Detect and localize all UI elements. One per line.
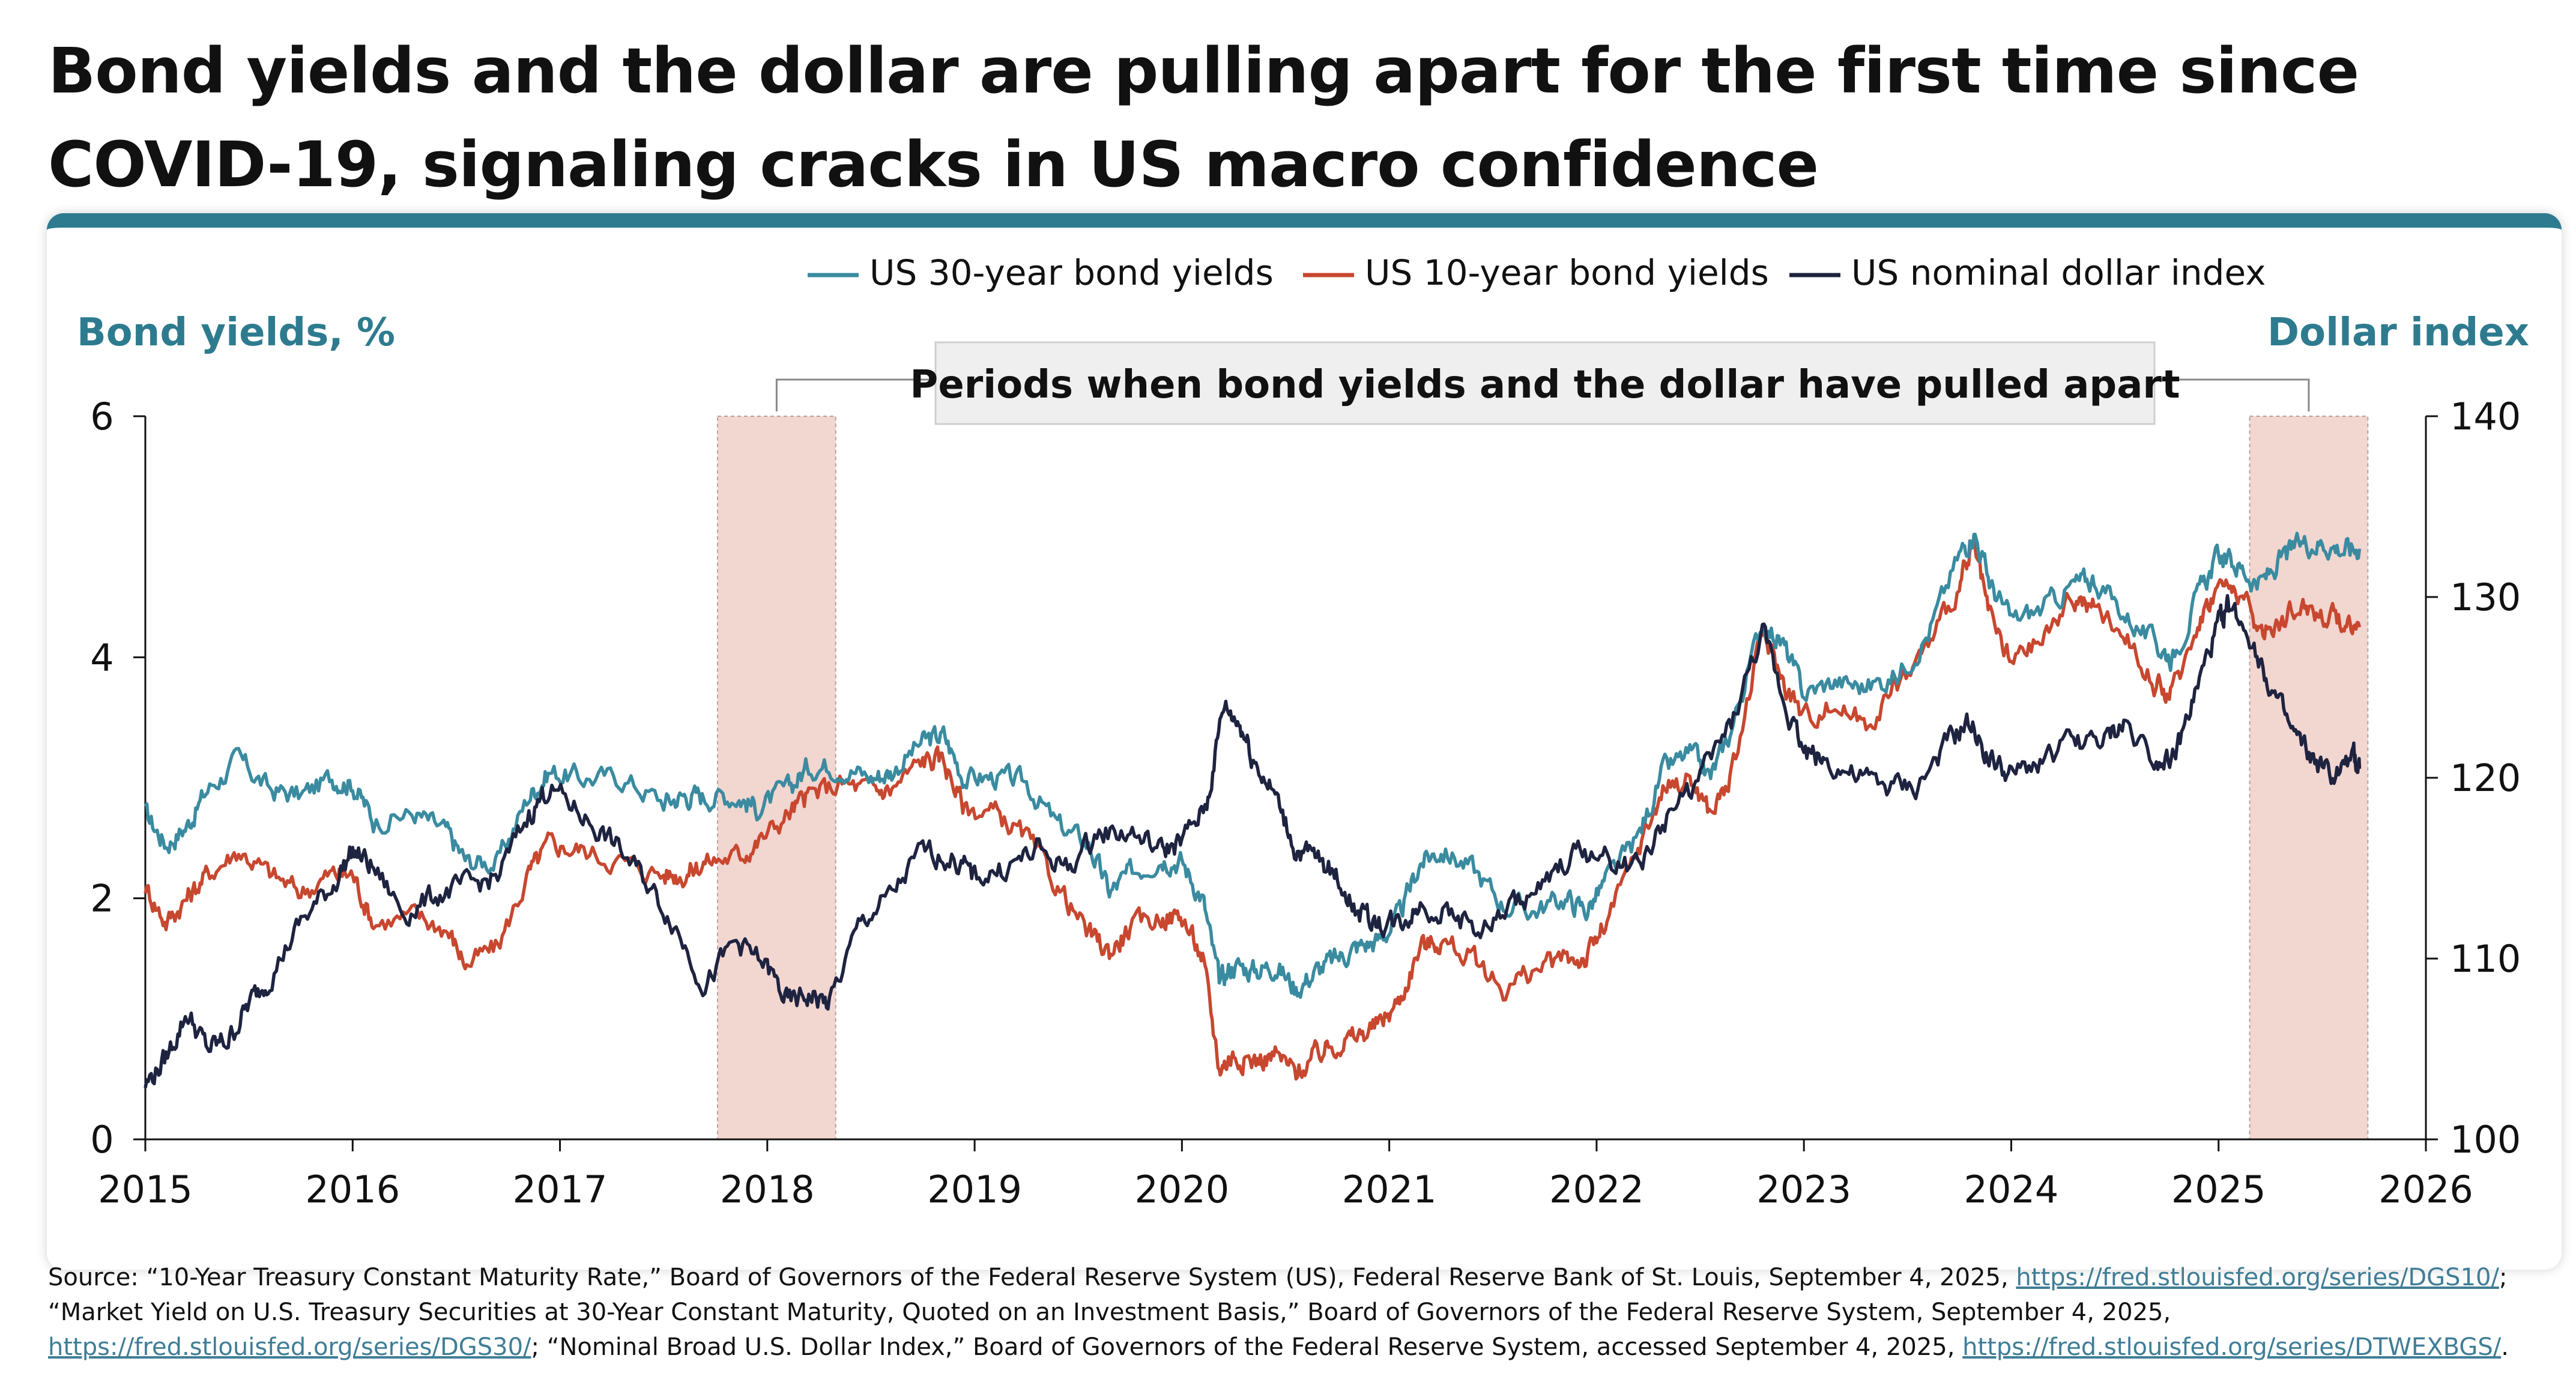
source-text-4: ; “Nominal Broad U.S. Dollar Index,” Boa… xyxy=(531,1333,1963,1361)
annotation-bracket xyxy=(775,378,2310,411)
x-tick-label: 2023 xyxy=(1756,1168,1851,1211)
legend-label-dollar: US nominal dollar index xyxy=(1851,252,2266,293)
x-tick-label: 2024 xyxy=(1964,1168,2059,1211)
shaded-period-2 xyxy=(2249,416,2369,1140)
x-tick-label: 2021 xyxy=(1342,1168,1437,1211)
left-tick-label: 0 xyxy=(90,1118,113,1162)
series-line-30y xyxy=(144,532,2362,999)
source-link-dgs10[interactable]: https://fred.stlouisfed.org/series/DGS10… xyxy=(2016,1264,2499,1291)
x-tick-label: 2026 xyxy=(2378,1168,2473,1211)
left-axis-title: Bond yields, % xyxy=(77,311,395,355)
right-tick-label: 100 xyxy=(2450,1118,2521,1162)
right-tick-label: 120 xyxy=(2450,756,2521,800)
chart-svg: US 30-year bond yields US 10-year bond y… xyxy=(77,252,2529,1211)
source-text-5: . xyxy=(2501,1333,2509,1361)
series-lines xyxy=(144,532,2362,1088)
left-tick-label: 2 xyxy=(90,877,113,921)
right-tick-label: 140 xyxy=(2450,395,2521,438)
legend: US 30-year bond yields US 10-year bond y… xyxy=(808,252,2266,293)
chart-title: Bond yields and the dollar are pulling a… xyxy=(48,34,2359,201)
source-text-3: “Market Yield on U.S. Treasury Securitie… xyxy=(48,1299,2171,1326)
left-tick-label: 4 xyxy=(90,635,113,679)
shaded-periods xyxy=(716,416,2369,1140)
axes: 0 2 4 6 100 110 120 130 140 2015 2016 2017 2018 2019 2… xyxy=(90,395,2521,1211)
series-line-10y xyxy=(144,538,2362,1081)
shaded-period-1 xyxy=(716,416,836,1140)
annotation-box xyxy=(934,341,2156,425)
source-link-dtwexbgs[interactable]: https://fred.stlouisfed.org/series/DTWEX… xyxy=(1962,1333,2502,1361)
series-line-dollar xyxy=(144,594,2362,1088)
x-tick-label: 2019 xyxy=(927,1168,1022,1211)
x-tick-label: 2020 xyxy=(1134,1168,1229,1211)
right-tick-label: 130 xyxy=(2450,575,2521,619)
x-tick-label: 2017 xyxy=(513,1168,608,1211)
x-tick-label: 2016 xyxy=(305,1168,400,1211)
x-tick-label: 2022 xyxy=(1549,1168,1644,1211)
source-text-2: ; xyxy=(2499,1264,2508,1291)
x-tick-label: 2025 xyxy=(2171,1168,2266,1211)
annotation-text: Periods when bond yields and the dollar … xyxy=(910,363,2180,407)
x-tick-label: 2015 xyxy=(98,1168,193,1211)
source-text-1: Source: “10-Year Treasury Constant Matur… xyxy=(48,1264,2016,1291)
source-note: Source: “10-Year Treasury Constant Matur… xyxy=(48,1260,2546,1365)
source-link-dgs30[interactable]: https://fred.stlouisfed.org/series/DGS30… xyxy=(48,1333,531,1361)
right-axis-title: Dollar index xyxy=(2267,311,2529,355)
legend-label-10y: US 10-year bond yields xyxy=(1365,252,1769,293)
x-tick-label: 2018 xyxy=(720,1168,815,1211)
annotation: Periods when bond yields and the dollar … xyxy=(775,341,2310,425)
right-tick-label: 110 xyxy=(2450,937,2521,981)
legend-label-30y: US 30-year bond yields xyxy=(869,252,1274,293)
left-tick-label: 6 xyxy=(90,395,113,438)
